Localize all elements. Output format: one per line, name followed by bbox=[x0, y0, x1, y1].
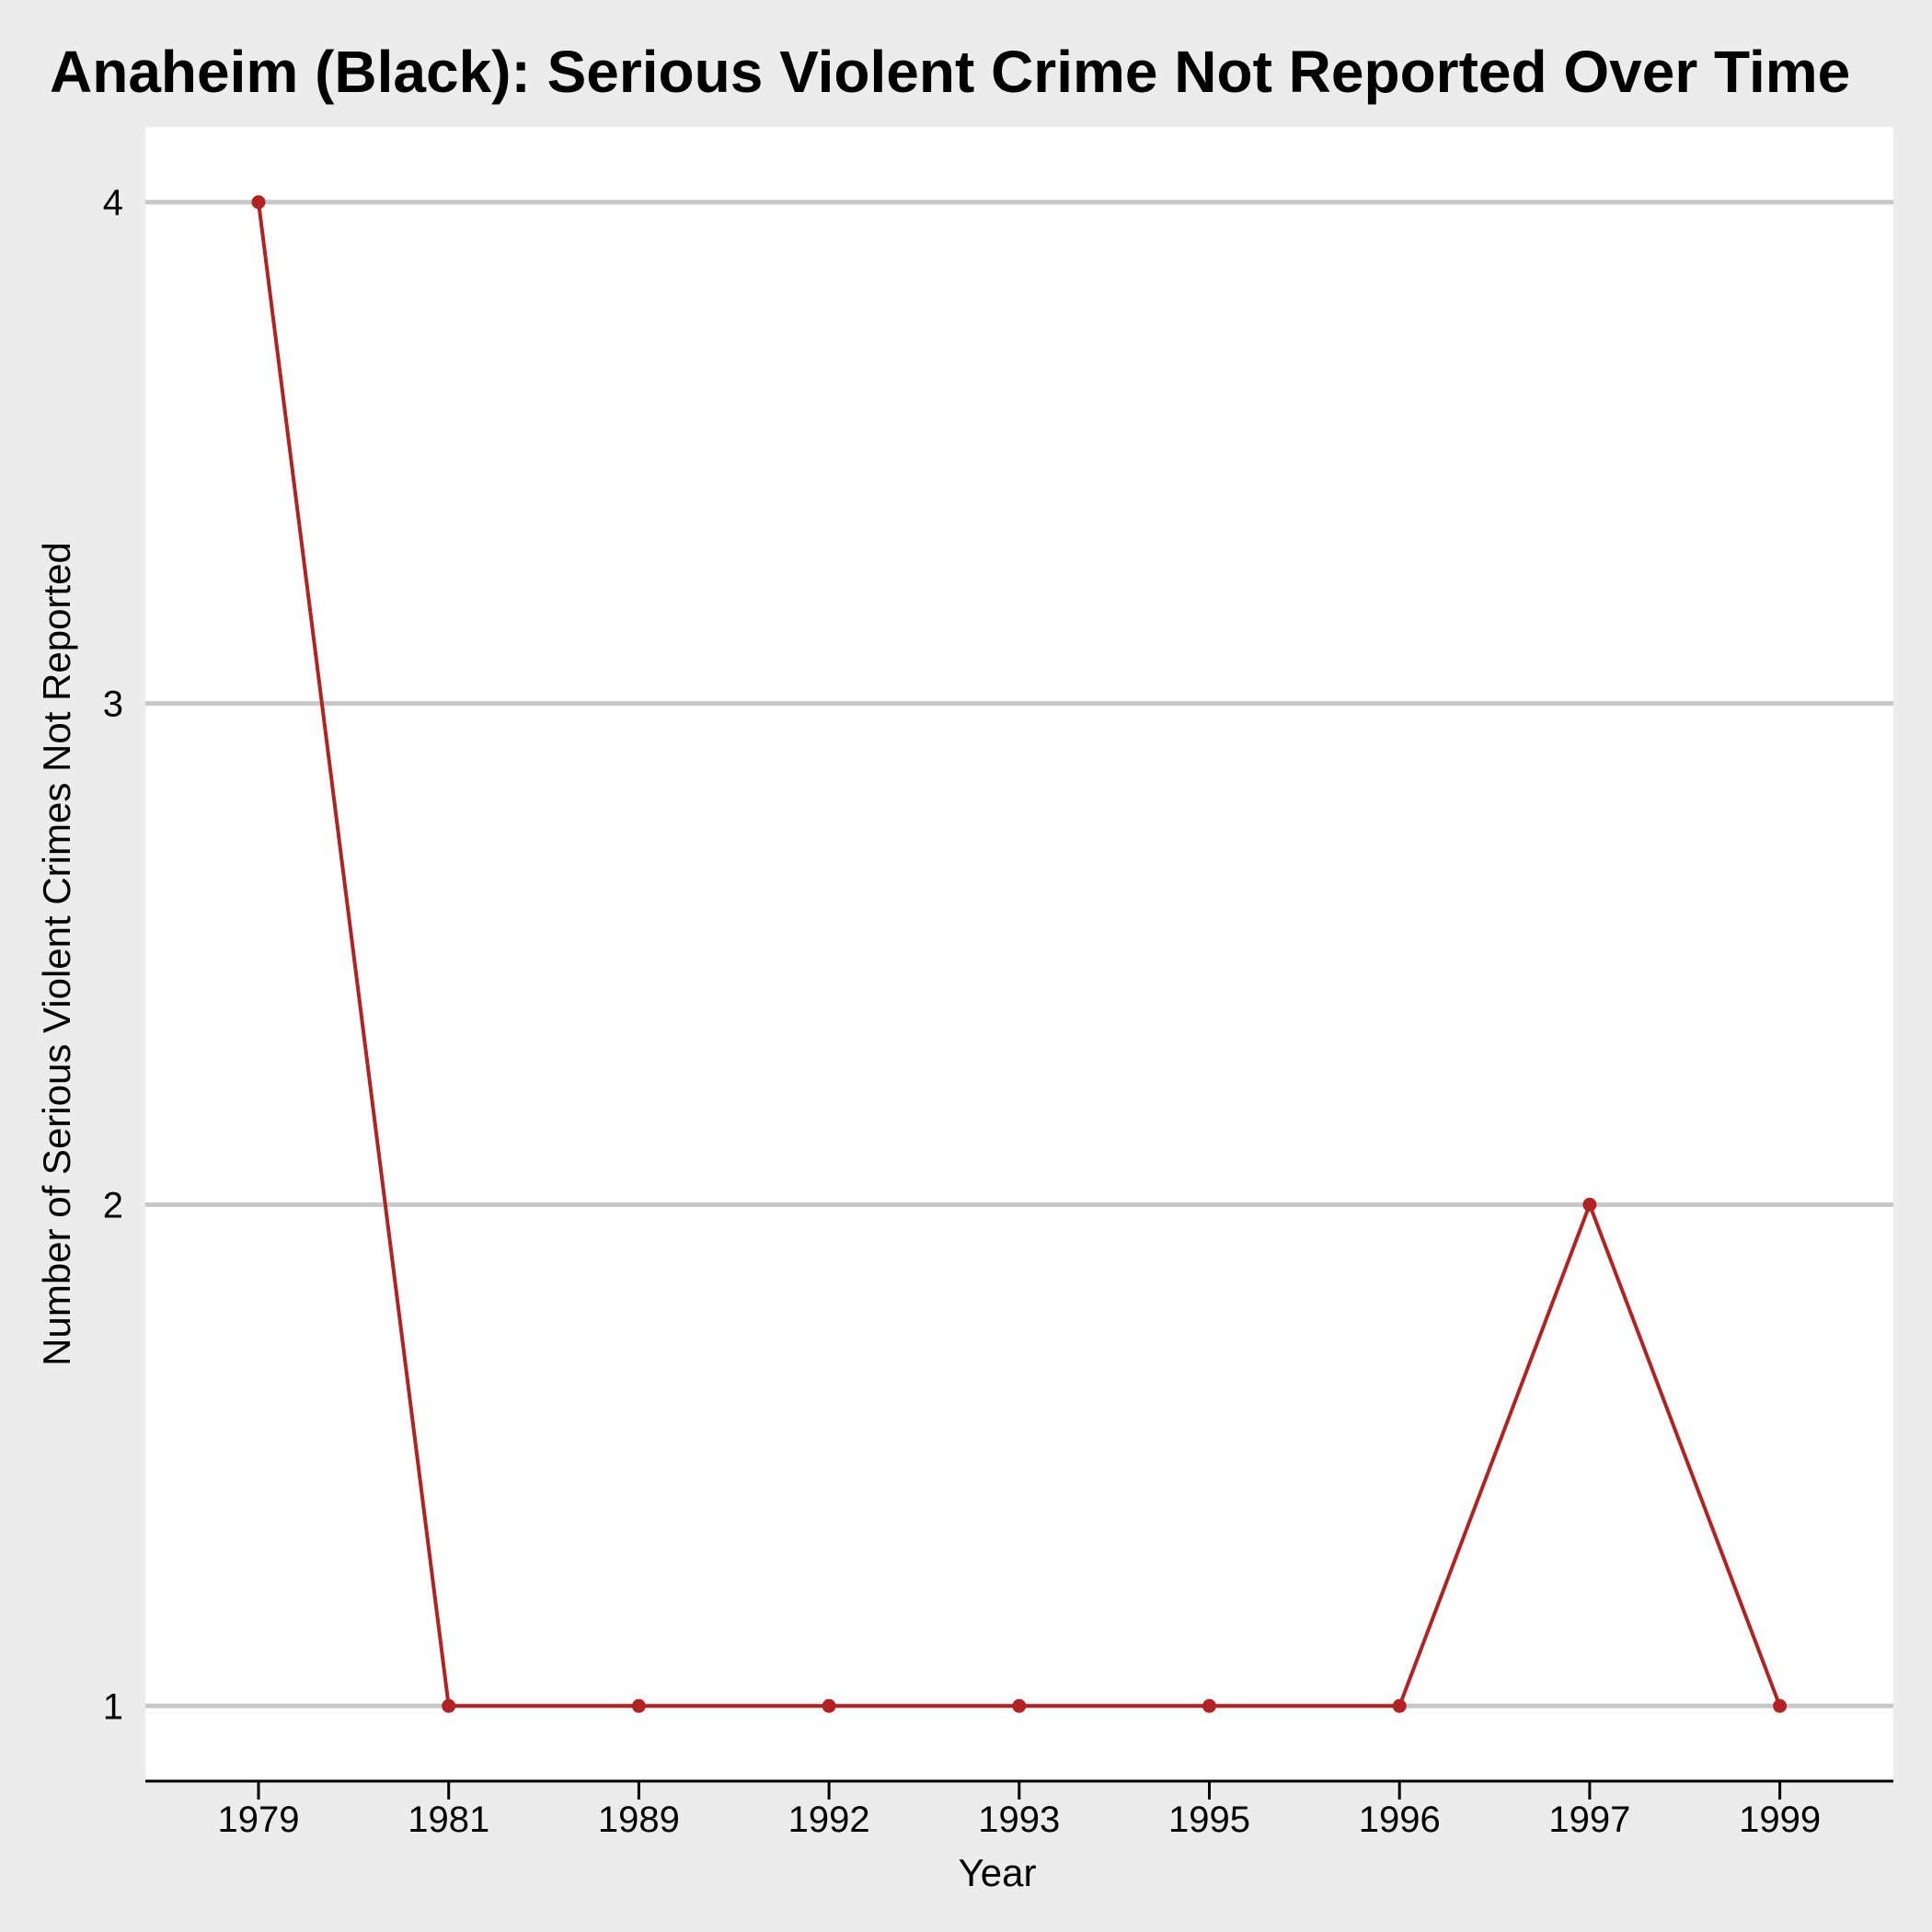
data-point bbox=[822, 1698, 836, 1713]
x-tick-label: 1995 bbox=[1168, 1800, 1250, 1840]
y-tick-label: 2 bbox=[103, 1185, 123, 1225]
x-tick-label: 1997 bbox=[1548, 1800, 1630, 1840]
data-point bbox=[1582, 1197, 1597, 1212]
data-point bbox=[1773, 1698, 1788, 1713]
y-axis-label: Number of Serious Violent Crimes Not Rep… bbox=[35, 542, 78, 1366]
y-tick-label: 3 bbox=[103, 684, 123, 725]
data-point bbox=[1012, 1698, 1027, 1713]
x-axis-label: Year bbox=[959, 1851, 1037, 1894]
x-tick-label: 1999 bbox=[1739, 1800, 1821, 1840]
data-point bbox=[442, 1698, 456, 1713]
plot-panel bbox=[145, 127, 1893, 1781]
y-axis: 1 2 3 4 bbox=[103, 183, 123, 1728]
chart-title: Anaheim (Black): Serious Violent Crime N… bbox=[50, 39, 1850, 105]
data-point bbox=[251, 195, 266, 210]
x-tick-label: 1996 bbox=[1359, 1800, 1441, 1840]
x-tick-label: 1989 bbox=[598, 1800, 680, 1840]
y-tick-label: 4 bbox=[103, 183, 123, 224]
y-tick-label: 1 bbox=[103, 1686, 123, 1727]
data-point bbox=[631, 1698, 646, 1713]
x-tick-label: 1992 bbox=[788, 1800, 870, 1840]
x-tick-label: 1981 bbox=[408, 1800, 489, 1840]
x-tick-label: 1993 bbox=[978, 1800, 1060, 1840]
data-point bbox=[1202, 1698, 1216, 1713]
series-layer bbox=[251, 195, 1788, 1713]
gridlines bbox=[145, 200, 1893, 1708]
x-axis: 1979 1981 1989 1992 1993 1995 1996 1997 1999 bbox=[145, 1779, 1893, 1840]
data-point bbox=[1392, 1698, 1407, 1713]
x-tick-label: 1979 bbox=[218, 1800, 300, 1840]
